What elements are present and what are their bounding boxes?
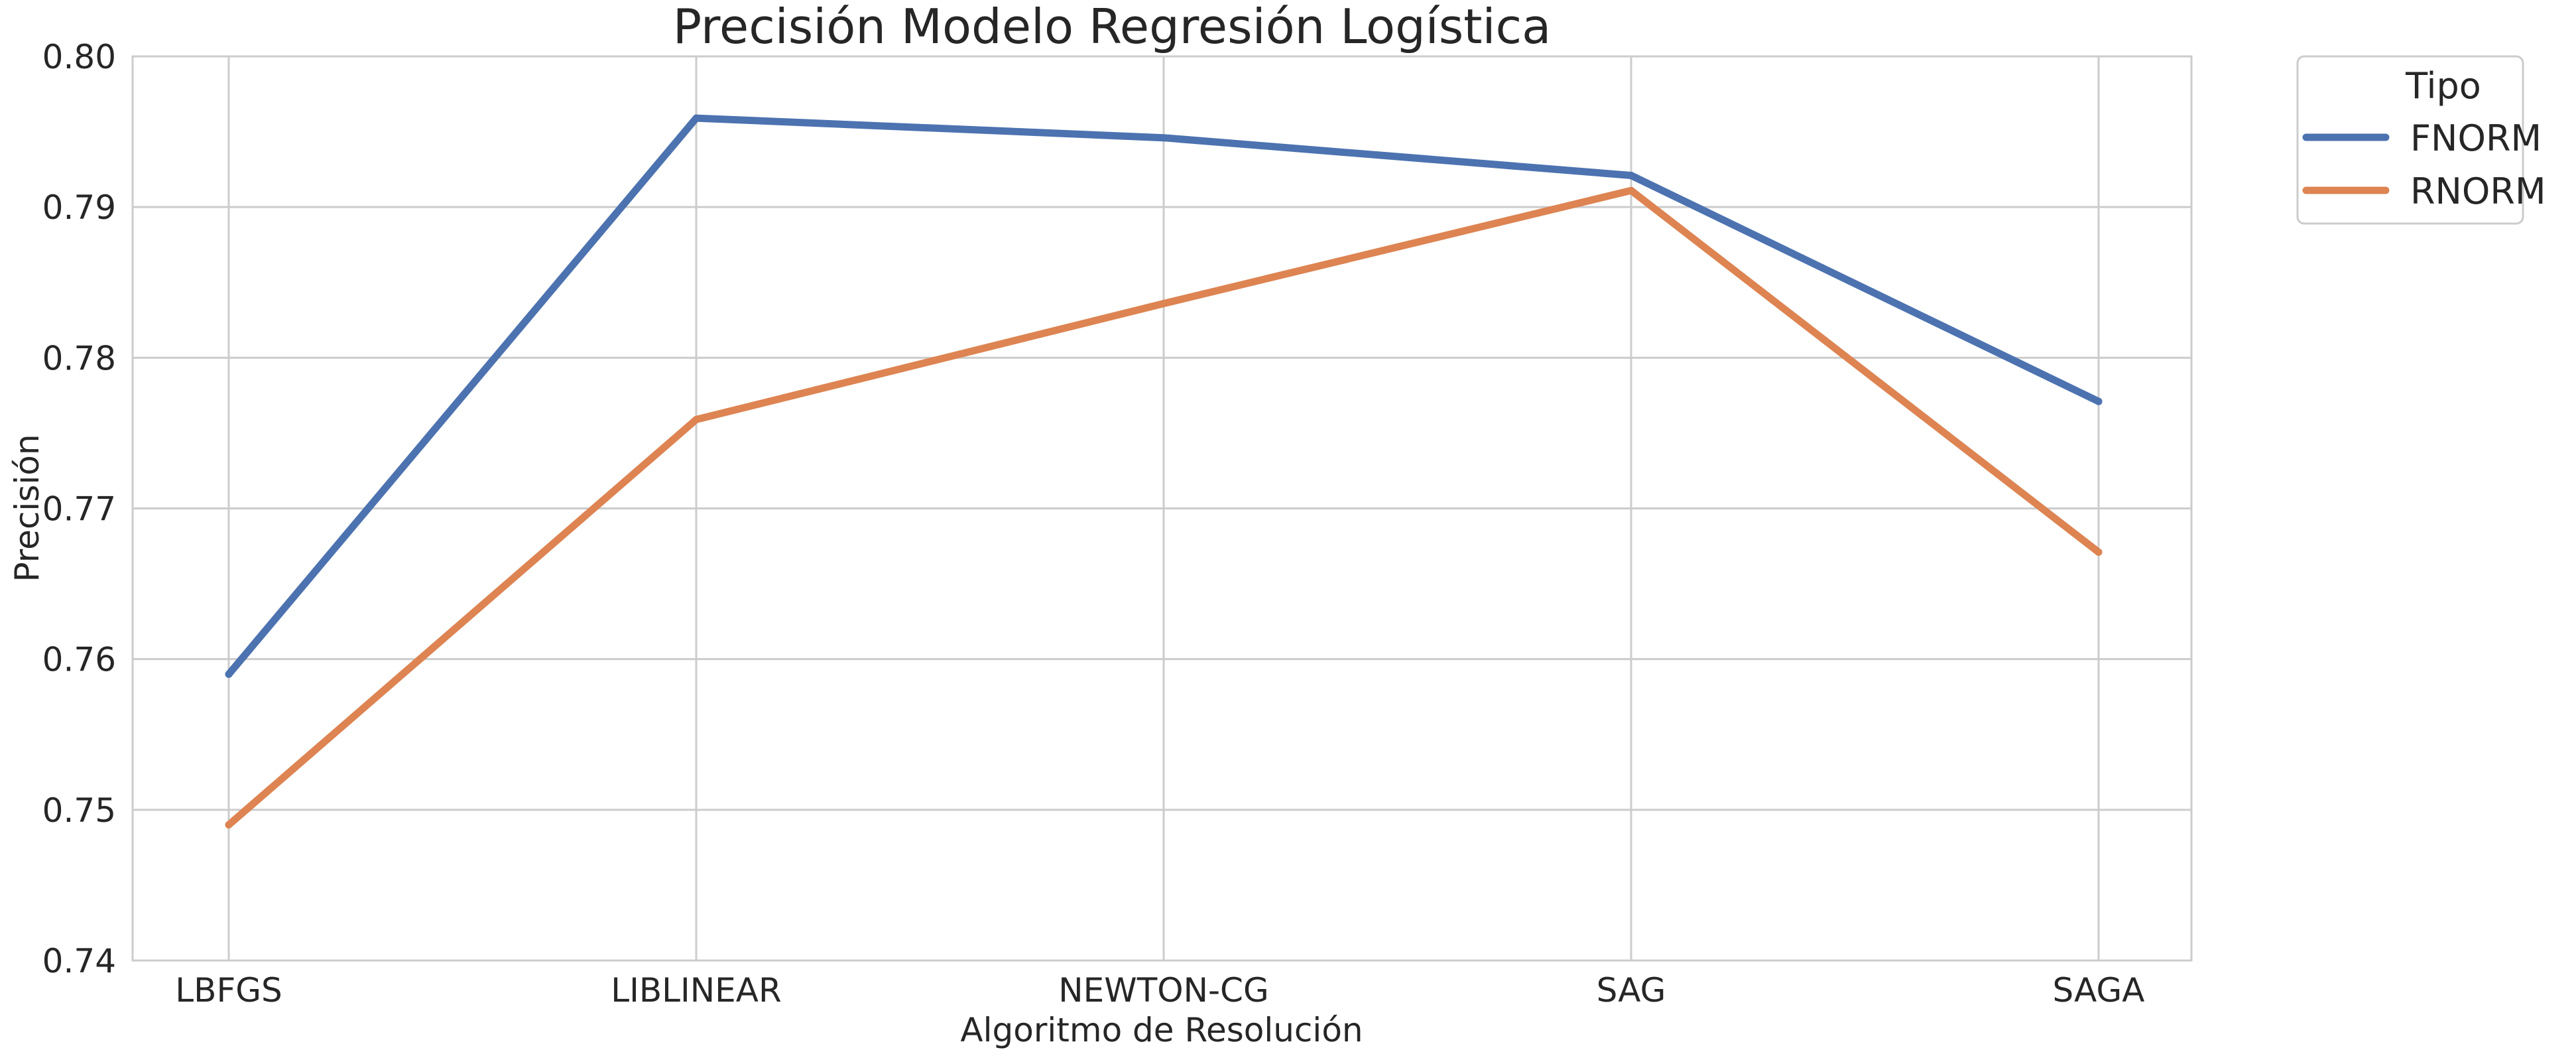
- data-point-fnorm: [1627, 172, 1635, 179]
- y-tick-label: 0.80: [42, 38, 116, 76]
- data-point-rnorm: [1627, 186, 1635, 194]
- legend-frame: [2296, 55, 2524, 225]
- x-tick-label: NEWTON-CG: [1058, 971, 1268, 1010]
- legend-title: Tipo: [2405, 65, 2481, 107]
- y-tick-label: 0.78: [42, 339, 116, 377]
- chart-title: Precisión Modelo Regresión Logística: [673, 0, 1552, 54]
- x-tick-label: SAGA: [2053, 971, 2145, 1010]
- x-tick-label: LIBLINEAR: [611, 971, 781, 1010]
- y-tick-label: 0.77: [42, 490, 116, 529]
- plot-frame: [131, 55, 2193, 962]
- x-tick-label: LBFGS: [175, 971, 282, 1010]
- y-tick-labels: 0.74 0.75 0.76 0.77 0.78 0.79 0.80: [42, 38, 116, 980]
- y-axis-label: Precisión: [8, 434, 46, 582]
- data-point-fnorm: [1160, 134, 1168, 142]
- data-point-fnorm: [225, 670, 233, 678]
- x-tick-label: SAG: [1597, 971, 1666, 1010]
- y-tick-label: 0.79: [42, 188, 116, 227]
- series-layer: [225, 114, 2103, 828]
- data-point-rnorm: [1160, 300, 1168, 308]
- legend-label-fnorm: FNORM: [2410, 117, 2542, 159]
- legend: Tipo FNORM RNORM: [2296, 55, 2546, 225]
- data-point-fnorm: [692, 114, 700, 122]
- y-tick-label: 0.75: [42, 791, 116, 830]
- grid-lines: [133, 55, 2191, 962]
- y-tick-label: 0.76: [42, 641, 116, 679]
- x-tick-labels: LBFGS LIBLINEAR NEWTON-CG SAG SAGA: [175, 971, 2144, 1010]
- data-point-rnorm: [692, 416, 700, 423]
- data-point-rnorm: [2095, 548, 2103, 556]
- x-axis-label: Algoritmo de Resolución: [960, 1011, 1363, 1049]
- y-tick-label: 0.74: [42, 942, 116, 980]
- legend-label-rnorm: RNORM: [2410, 170, 2546, 212]
- data-point-rnorm: [225, 821, 233, 828]
- data-point-fnorm: [2095, 397, 2103, 405]
